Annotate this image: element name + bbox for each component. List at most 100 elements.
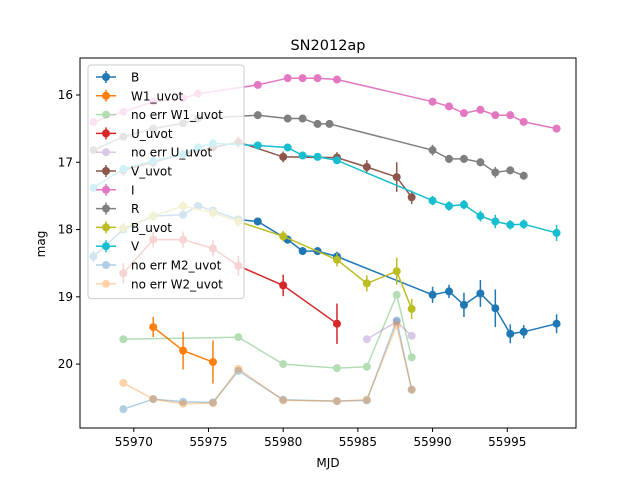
legend-swatch — [96, 89, 116, 102]
legend-swatch — [96, 202, 116, 215]
data-point — [298, 151, 307, 160]
data-point — [519, 171, 528, 180]
data-point — [279, 232, 288, 241]
data-point — [519, 327, 528, 336]
legend-marker — [102, 261, 110, 269]
data-point — [445, 287, 454, 296]
data-point — [119, 335, 128, 344]
data-point — [362, 279, 371, 288]
data-point — [283, 74, 292, 83]
data-point — [119, 405, 128, 414]
y-tick-label: 17 — [58, 155, 73, 169]
data-point — [332, 364, 341, 373]
series-line — [122, 322, 413, 405]
legend-entry: no err W1_uvot — [96, 108, 223, 122]
data-point — [407, 331, 416, 340]
series-11 — [119, 321, 416, 408]
data-point — [428, 196, 437, 205]
data-point — [253, 217, 262, 226]
legend-marker — [102, 129, 110, 138]
data-point — [179, 346, 188, 355]
data-point — [392, 316, 401, 325]
data-point — [179, 397, 188, 406]
series-10 — [119, 316, 416, 414]
data-point — [298, 114, 307, 123]
legend-swatch — [96, 261, 116, 269]
data-point — [407, 193, 416, 202]
data-point — [253, 111, 262, 120]
data-point — [279, 396, 288, 405]
data-point — [428, 97, 437, 106]
data-point — [392, 173, 401, 182]
data-point — [208, 358, 217, 367]
x-axis-label: MJD — [316, 456, 339, 470]
legend-marker — [102, 110, 110, 119]
y-axis-label: mag — [34, 231, 48, 258]
data-point — [279, 360, 288, 369]
legend-marker — [102, 279, 110, 288]
legend-entry: no err M2_uvot — [96, 259, 222, 273]
legend-entry: W1_uvot — [96, 89, 184, 103]
data-point — [392, 317, 401, 326]
data-point — [491, 304, 500, 313]
data-point — [445, 102, 454, 111]
legend-swatch — [96, 148, 116, 157]
series-line — [366, 320, 413, 340]
data-point — [332, 156, 341, 165]
data-point — [407, 385, 416, 394]
series-1 — [149, 317, 217, 384]
data-point — [392, 267, 401, 276]
data-point — [407, 304, 416, 313]
data-point — [313, 119, 322, 128]
data-point — [459, 154, 468, 163]
legend-marker — [102, 91, 110, 100]
data-point — [234, 366, 243, 375]
legend-entry: V — [96, 240, 140, 254]
data-point — [283, 143, 292, 152]
data-point — [428, 290, 437, 299]
legend-label: U_uvot — [131, 127, 173, 141]
data-point — [325, 119, 334, 128]
x-tick-label: 55995 — [488, 435, 526, 449]
legend-entry: I — [96, 183, 135, 197]
y-tick-label: 19 — [58, 290, 73, 304]
data-point — [491, 217, 500, 226]
series-4 — [362, 317, 416, 344]
legend-marker — [102, 204, 110, 213]
x-tick-label: 55985 — [339, 435, 377, 449]
data-point — [506, 329, 515, 338]
x-tick-label: 55970 — [115, 435, 153, 449]
data-point — [459, 200, 468, 209]
series-line — [123, 317, 413, 410]
data-point — [298, 74, 307, 83]
series-line — [123, 292, 413, 369]
legend-box — [87, 64, 245, 300]
y-tick-label: 16 — [58, 88, 73, 102]
data-point — [506, 220, 515, 229]
data-point — [362, 362, 371, 371]
chart-title: SN2012ap — [290, 38, 365, 54]
legend-swatch — [96, 183, 116, 196]
data-point — [445, 202, 454, 210]
data-point — [392, 290, 401, 299]
legend-marker — [102, 242, 110, 251]
data-point — [208, 399, 217, 408]
data-point — [519, 220, 528, 229]
data-point — [362, 335, 371, 344]
data-point — [279, 395, 288, 404]
data-point — [279, 152, 288, 161]
data-point — [428, 146, 437, 155]
data-point — [179, 399, 188, 408]
data-point — [476, 212, 485, 221]
legend-entry: B — [96, 71, 139, 85]
data-point — [283, 114, 292, 123]
series-2 — [119, 290, 416, 373]
data-point — [332, 397, 341, 406]
legend-swatch — [96, 127, 116, 140]
axes-frame — [79, 57, 577, 429]
data-point — [476, 105, 485, 114]
data-point — [362, 395, 371, 404]
data-point — [476, 158, 485, 167]
